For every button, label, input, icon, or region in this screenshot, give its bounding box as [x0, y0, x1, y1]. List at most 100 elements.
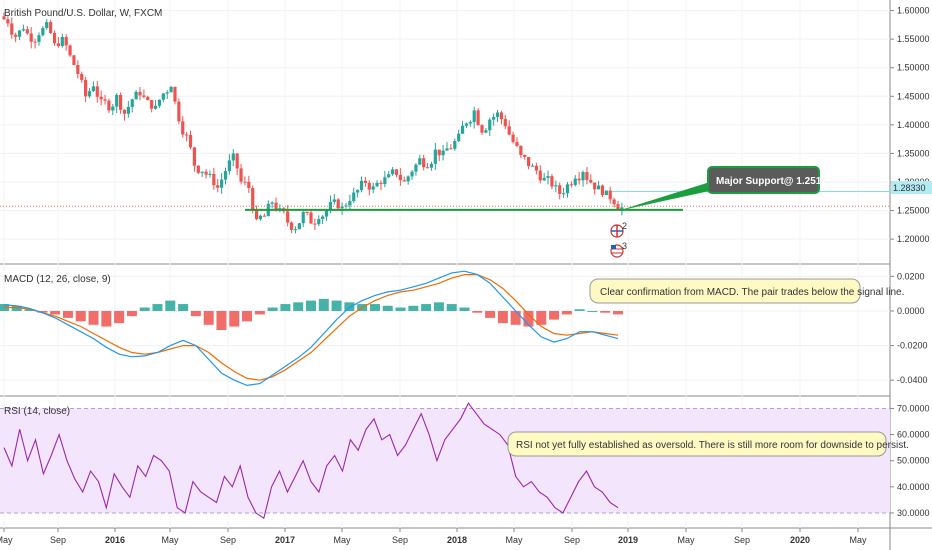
candle-body: [243, 181, 247, 183]
macd-histogram-bar: [11, 305, 22, 311]
candle-body: [161, 93, 165, 100]
candle-body: [216, 185, 220, 188]
event-marker-us[interactable]: 3: [610, 241, 627, 258]
candle-body: [68, 45, 72, 56]
candle-body: [441, 150, 445, 156]
candle-body: [10, 23, 14, 35]
candle-body: [616, 204, 620, 211]
macd-histogram-bar: [293, 302, 304, 311]
macd-histogram-bar: [203, 310, 214, 325]
candle-body: [503, 119, 507, 127]
candle-body: [554, 185, 558, 187]
candle-body: [538, 170, 542, 181]
candle-body: [64, 36, 68, 46]
candle-body: [429, 163, 434, 168]
macd-histogram-bar: [523, 310, 534, 327]
candle-body: [76, 64, 80, 74]
candle-body: [301, 212, 305, 224]
candle-body: [103, 99, 107, 101]
candle-body: [604, 190, 608, 196]
rsi-panel[interactable]: [0, 402, 890, 520]
price-tick-label: 1.35000: [897, 148, 930, 158]
candle-body: [589, 179, 593, 183]
macd-annotation[interactable]: Clear confirmation from MACD. The pair t…: [589, 278, 904, 304]
macd-histogram-bar: [433, 302, 444, 311]
price-panel[interactable]: [0, 12, 890, 234]
candle-body: [208, 173, 212, 175]
candle-body: [468, 122, 472, 124]
macd-histogram-bar: [37, 310, 48, 313]
candle-body: [251, 188, 255, 211]
x-tick-label: May: [505, 535, 523, 545]
candle-body: [142, 95, 146, 97]
candle-body: [21, 29, 26, 31]
rsi-annotation[interactable]: RSI not yet fully established as oversol…: [507, 431, 909, 457]
candle-body: [52, 32, 57, 44]
macd-panel[interactable]: [0, 270, 623, 387]
candle-body: [530, 165, 535, 167]
last-price-label: 1.28330: [891, 181, 932, 194]
support-annotation[interactable]: Major Support@ 1.2512: [707, 166, 827, 194]
macd-histogram-bar: [574, 309, 585, 311]
candle-body: [309, 212, 313, 224]
candle-body: [608, 190, 612, 200]
macd-histogram-bar: [24, 309, 35, 311]
candle-body: [235, 153, 239, 169]
macd-histogram-bar: [446, 304, 457, 311]
rsi-title: RSI (14, close): [4, 406, 70, 417]
candle-body: [270, 202, 274, 204]
candle-body: [212, 173, 216, 186]
candle-body: [87, 91, 92, 97]
candle-body: [25, 29, 29, 34]
macd-histogram-bar: [472, 310, 483, 313]
price-tick-label: 1.25000: [897, 206, 930, 216]
x-tick-label: May: [333, 535, 351, 545]
macd-histogram-bar: [613, 310, 623, 315]
candle-body: [146, 96, 150, 101]
macd-histogram-bar: [50, 310, 61, 315]
candle-body: [33, 41, 37, 43]
candle-body: [99, 96, 103, 100]
candle-body: [165, 92, 169, 94]
macd-histogram-bar: [408, 305, 419, 311]
macd-histogram-bar: [216, 310, 227, 330]
candle-body: [433, 149, 437, 164]
candle-body: [437, 149, 441, 156]
macd-line: [3, 270, 619, 387]
candle-body: [480, 125, 484, 133]
candle-body: [418, 158, 422, 165]
macd-histogram-bar: [62, 310, 73, 318]
macd-histogram-bar: [242, 310, 253, 322]
candle-body: [484, 130, 488, 133]
macd-histogram-bar: [75, 310, 86, 322]
macd-histogram-bar: [369, 304, 380, 311]
candle-body: [305, 212, 309, 214]
candle-body: [177, 101, 181, 122]
candle-body: [289, 222, 294, 230]
candle-body: [375, 182, 379, 187]
candle-body: [45, 22, 49, 29]
rsi-tick-label: 50.0000: [897, 456, 930, 466]
candle-body: [577, 178, 581, 181]
candle-body: [596, 185, 601, 190]
macd-tick-label: -0.0200: [897, 341, 928, 351]
candle-body: [150, 100, 154, 109]
price-tick-label: 1.20000: [897, 234, 930, 244]
candle-body: [581, 172, 585, 181]
candle-body: [449, 148, 453, 150]
support-annotation-text: Major Support@ 1.2512: [716, 176, 827, 187]
candle-body: [612, 199, 616, 205]
candle-body: [573, 178, 577, 185]
macd-histogram-bar: [88, 310, 99, 325]
candle-body: [394, 169, 399, 175]
candle-body: [107, 100, 111, 111]
macd-histogram-bar: [485, 310, 496, 318]
candle-body: [196, 165, 200, 173]
candle-body: [367, 182, 371, 190]
macd-histogram-bar: [165, 300, 176, 311]
candle-body: [169, 86, 173, 93]
event-marker-uk[interactable]: 2: [610, 221, 627, 238]
macd-annotation-text: Clear confirmation from MACD. The pair t…: [600, 287, 904, 298]
candle-body: [356, 190, 360, 193]
